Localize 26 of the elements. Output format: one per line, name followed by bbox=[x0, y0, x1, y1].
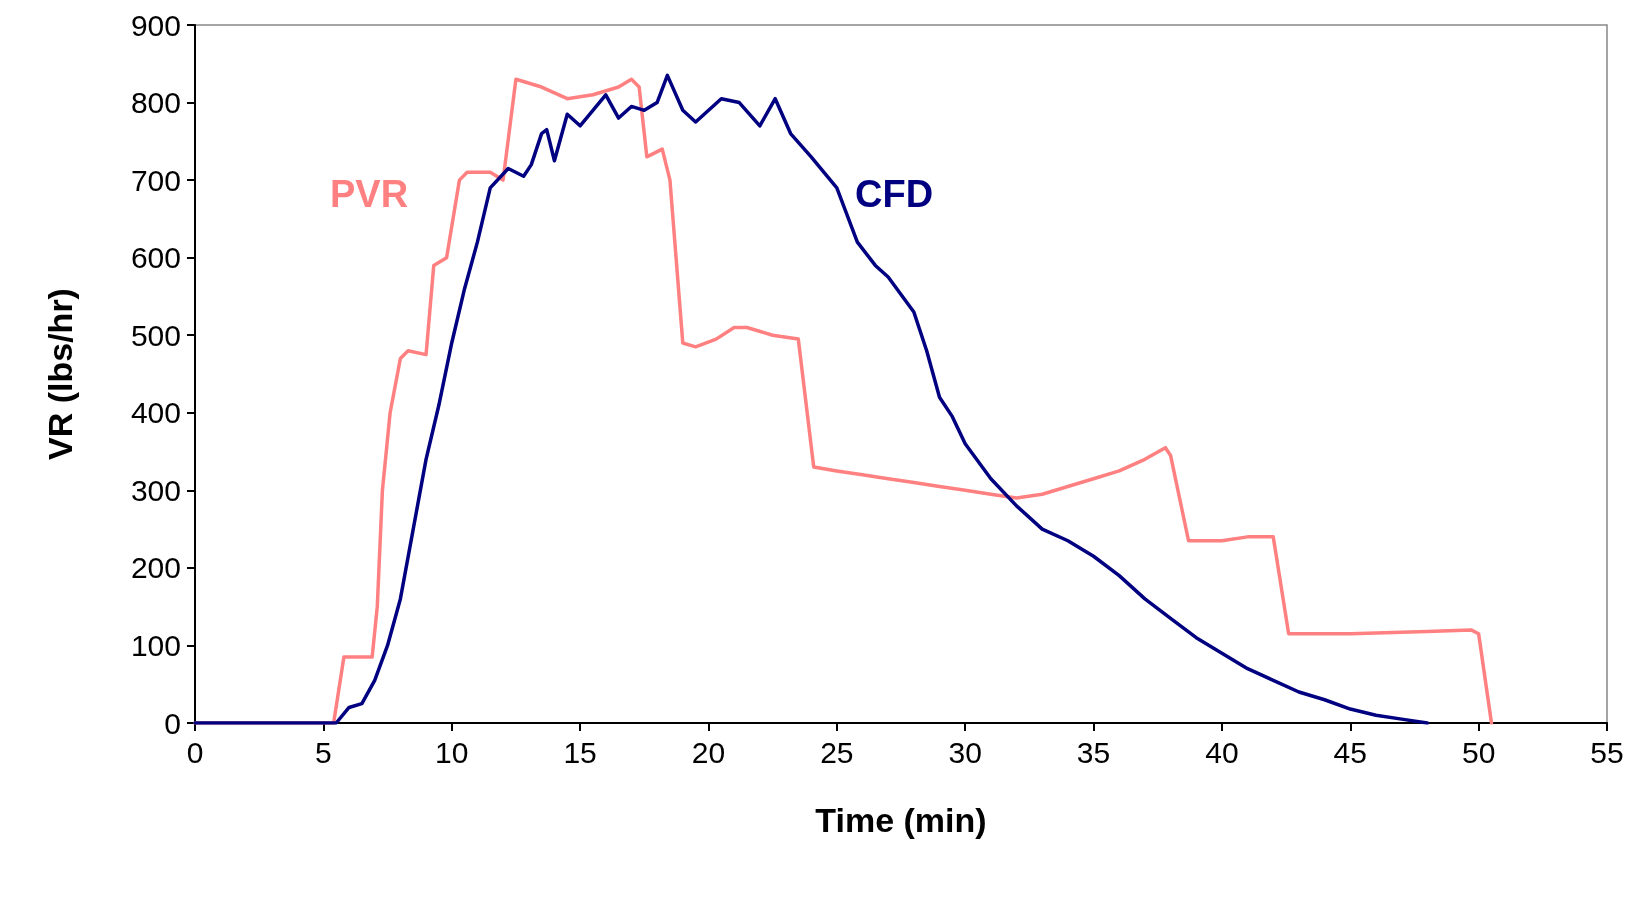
x-tick-label: 45 bbox=[1333, 735, 1367, 769]
series-label: CFD bbox=[855, 173, 934, 215]
y-tick-label: 300 bbox=[130, 473, 181, 507]
y-tick-label: 400 bbox=[130, 396, 181, 430]
x-tick-label: 0 bbox=[186, 735, 204, 769]
y-tick-label: 600 bbox=[130, 241, 181, 275]
x-tick-label: 30 bbox=[948, 735, 982, 769]
x-tick-label: 10 bbox=[435, 735, 469, 769]
x-tick-label: 15 bbox=[563, 735, 597, 769]
series-label: PVR bbox=[330, 173, 409, 215]
y-tick-label: 800 bbox=[130, 86, 181, 120]
x-tick-label: 5 bbox=[315, 735, 332, 769]
y-axis-title: VR (lbs/hr) bbox=[41, 288, 79, 460]
y-tick-label: 100 bbox=[130, 628, 181, 662]
y-tick-label: 500 bbox=[130, 318, 181, 352]
x-tick-label: 50 bbox=[1461, 735, 1496, 769]
y-tick-label: 200 bbox=[130, 551, 181, 585]
y-tick-label: 700 bbox=[130, 163, 181, 197]
x-tick-label: 55 bbox=[1590, 735, 1624, 769]
x-tick-label: 25 bbox=[820, 735, 854, 769]
x-tick-label: 35 bbox=[1076, 735, 1111, 769]
y-tick-label: 900 bbox=[130, 8, 181, 42]
x-tick-label: 20 bbox=[691, 735, 726, 769]
x-tick-label: 40 bbox=[1205, 735, 1239, 769]
x-axis-title: Time (min) bbox=[815, 801, 987, 839]
y-tick-label: 0 bbox=[164, 706, 181, 740]
